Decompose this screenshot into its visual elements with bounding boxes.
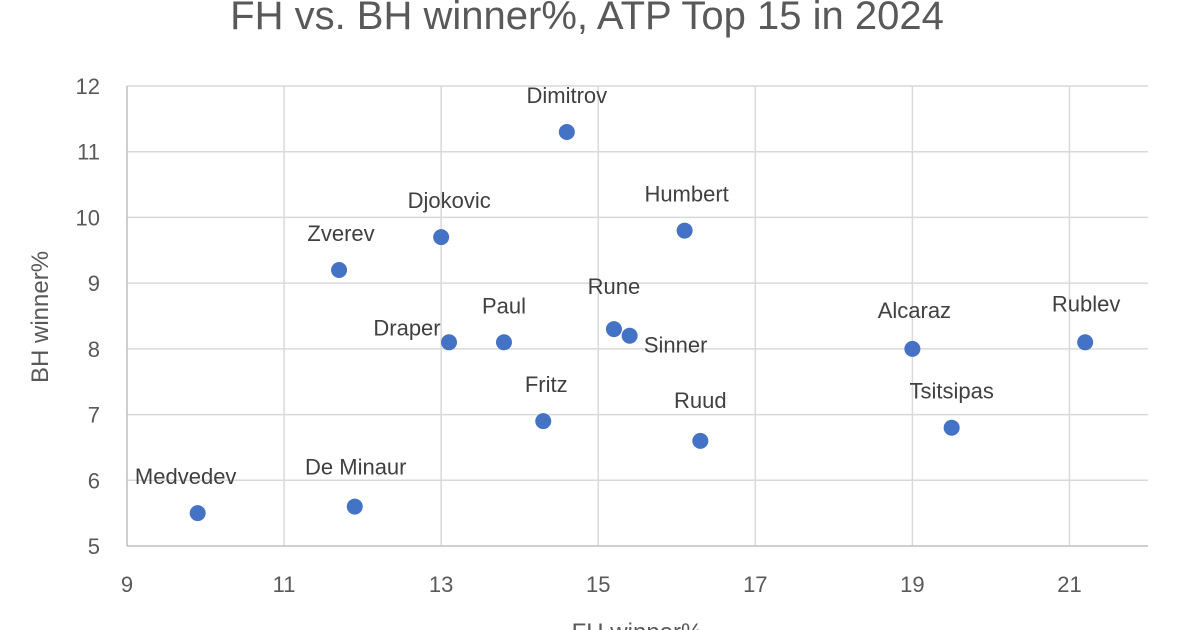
x-tick-label: 21 bbox=[1057, 572, 1081, 597]
axis-layer bbox=[126, 86, 1148, 547]
scatter-point bbox=[1077, 334, 1094, 351]
scatter-point bbox=[621, 327, 638, 344]
y-tick-label: 7 bbox=[88, 403, 100, 428]
point-label: Fritz bbox=[525, 372, 568, 397]
point-label: Medvedev bbox=[135, 464, 237, 489]
x-tick-label: 11 bbox=[273, 572, 296, 597]
point-label: Humbert bbox=[644, 182, 728, 207]
label-layer: Dimitrov Humbert Djokovic Zverev Paul Draper R… bbox=[135, 83, 1120, 489]
y-tick-label: 8 bbox=[88, 337, 100, 362]
scatter-point bbox=[495, 334, 512, 351]
point-layer bbox=[189, 124, 1094, 522]
grid-layer bbox=[127, 85, 1148, 546]
scatter-point bbox=[346, 498, 363, 515]
y-axis-label: BH winner% bbox=[27, 251, 54, 383]
point-label: Sinner bbox=[644, 333, 708, 358]
x-tick-label: 17 bbox=[743, 572, 767, 597]
y-tick-label: 5 bbox=[88, 534, 100, 559]
scatter-point bbox=[441, 334, 458, 351]
x-tick-label: 9 bbox=[121, 572, 133, 597]
point-label: De Minaur bbox=[305, 455, 406, 480]
x-axis-label: FH winner% bbox=[572, 619, 703, 630]
point-label: Draper bbox=[373, 315, 440, 340]
x-tick-label: 13 bbox=[429, 572, 453, 597]
x-tick-label: 19 bbox=[900, 572, 924, 597]
point-label: Ruud bbox=[674, 388, 727, 413]
y-tick-label: 6 bbox=[88, 468, 100, 493]
y-tick-label: 10 bbox=[76, 205, 100, 230]
y-tick-label: 9 bbox=[88, 271, 100, 296]
tick-layer: 5 6 7 8 9 10 11 12 9 11 13 15 17 19 21 bbox=[76, 74, 1082, 597]
point-label: Alcaraz bbox=[878, 298, 951, 323]
scatter-point bbox=[676, 222, 693, 239]
point-label: Rune bbox=[588, 274, 641, 299]
y-tick-label: 11 bbox=[77, 140, 100, 165]
point-label: Dimitrov bbox=[526, 83, 607, 108]
point-label: Paul bbox=[482, 293, 526, 318]
y-tick-label: 12 bbox=[76, 74, 100, 99]
chart-title: FH vs. BH winner%, ATP Top 15 in 2024 bbox=[230, 0, 944, 38]
scatter-point bbox=[433, 229, 450, 246]
scatter-point bbox=[558, 124, 575, 140]
scatter-point bbox=[943, 419, 960, 436]
scatter-point bbox=[692, 432, 709, 449]
point-label: Djokovic bbox=[408, 188, 491, 213]
scatter-point bbox=[904, 340, 921, 357]
scatter-point bbox=[331, 262, 348, 278]
point-label: Tsitsipas bbox=[909, 379, 993, 404]
scatter-point bbox=[605, 321, 622, 338]
x-tick-label: 15 bbox=[586, 572, 610, 597]
point-label: Zverev bbox=[307, 221, 374, 246]
point-label: Rublev bbox=[1052, 291, 1120, 316]
scatter-point bbox=[535, 413, 552, 430]
scatter-point bbox=[189, 505, 206, 522]
